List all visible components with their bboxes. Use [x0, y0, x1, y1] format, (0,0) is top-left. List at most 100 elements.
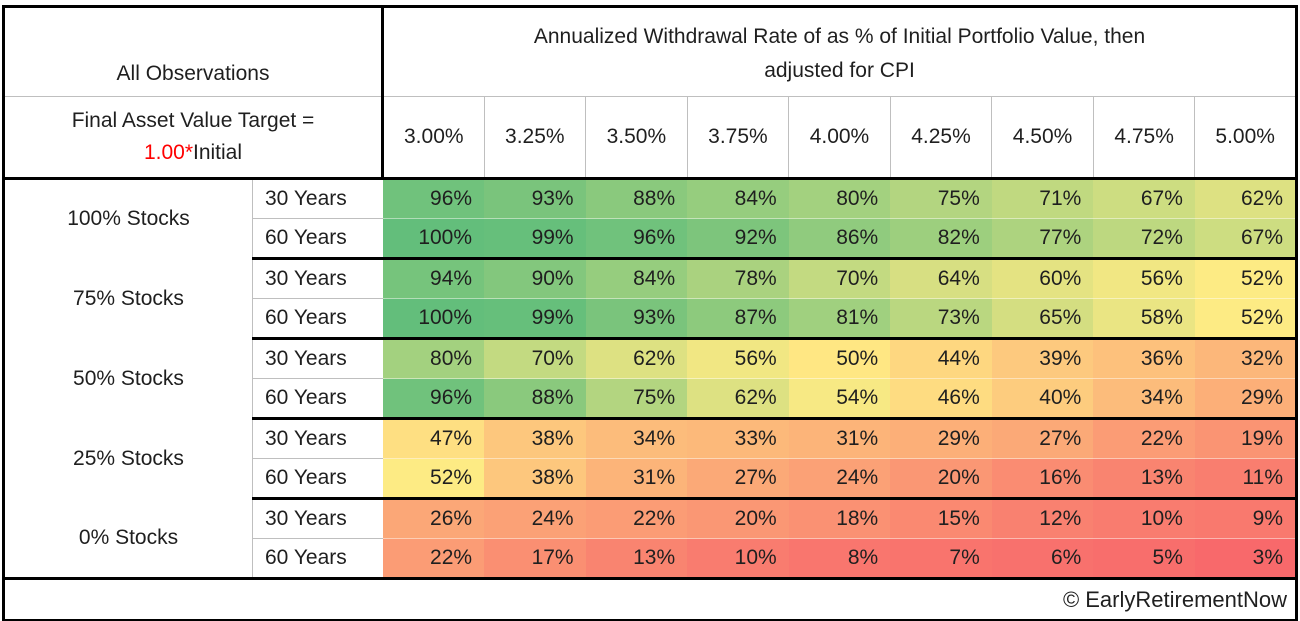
target-multiplier: 1.00* — [143, 141, 193, 164]
success-rate-cell: 73% — [890, 298, 992, 340]
group-label: 100% Stocks — [3, 178, 253, 259]
success-rate-cell: 16% — [991, 458, 1094, 500]
table-row: 60 Years 100% 99% 93% 87% 81% 73% 65% 58% 52% — [4, 298, 1297, 340]
horizon-label: 30 Years — [252, 178, 383, 219]
success-rate-cell: 65% — [991, 298, 1094, 340]
success-rate-cell: 39% — [991, 338, 1094, 379]
horizon-label: 30 Years — [252, 258, 383, 299]
success-rate-cell: 84% — [585, 258, 688, 299]
success-rate-cell: 26% — [382, 498, 485, 539]
success-rate-cell: 18% — [788, 498, 891, 539]
horizon-label: 30 Years — [252, 498, 383, 539]
success-rate-cell: 67% — [1093, 178, 1195, 219]
success-rate-cell: 29% — [1194, 378, 1297, 420]
success-rate-cell: 84% — [687, 178, 789, 219]
success-rate-cell: 34% — [1093, 378, 1195, 420]
success-rate-cell: 88% — [585, 178, 688, 219]
success-rate-cell: 64% — [890, 258, 992, 299]
success-rate-cell: 82% — [890, 218, 992, 260]
success-rate-cell: 52% — [1194, 298, 1297, 340]
group-label: 50% Stocks — [3, 338, 253, 419]
success-rate-cell: 22% — [585, 498, 688, 539]
group-label: 75% Stocks — [3, 258, 253, 339]
success-rate-cell: 92% — [687, 218, 789, 260]
horizon-label: 60 Years — [252, 378, 383, 420]
footer-row: © EarlyRetirementNow — [3, 577, 1297, 621]
success-rate-cell: 71% — [991, 178, 1094, 219]
horizon-label: 60 Years — [252, 218, 383, 260]
success-rate-cell: 72% — [1093, 218, 1195, 260]
success-rate-cell: 86% — [788, 218, 891, 260]
success-rate-cell: 15% — [890, 498, 992, 539]
success-rate-cell: 99% — [484, 298, 586, 340]
success-rate-cell: 50% — [788, 338, 891, 379]
rate-column-header: 3.00% — [381, 96, 485, 179]
table-header: All Observations Annualized Withdrawal R… — [3, 6, 1297, 179]
final-target-value: 1.00*Initial — [6, 137, 380, 169]
success-rate-cell: 32% — [1194, 338, 1297, 379]
copyright-credit: © EarlyRetirementNow — [3, 577, 1297, 621]
success-rate-cell: 36% — [1093, 338, 1195, 379]
rate-column-header: 5.00% — [1194, 96, 1297, 179]
success-rate-cell: 93% — [484, 178, 586, 219]
success-rate-cell: 22% — [382, 538, 485, 580]
success-rate-cell: 78% — [687, 258, 789, 299]
success-rate-cell: 56% — [687, 338, 789, 379]
success-rate-cell: 27% — [687, 458, 789, 500]
success-rate-cell: 58% — [1093, 298, 1195, 340]
success-rate-cell: 67% — [1194, 218, 1297, 260]
success-rate-cell: 70% — [484, 338, 586, 379]
success-rate-cell: 75% — [585, 378, 688, 420]
success-rate-cell: 70% — [788, 258, 891, 299]
rate-column-header: 3.50% — [585, 96, 688, 179]
success-rate-cell: 12% — [991, 498, 1094, 539]
success-rate-cell: 17% — [484, 538, 586, 580]
rate-column-header: 3.75% — [686, 96, 789, 179]
success-rate-cell: 96% — [382, 178, 485, 219]
final-target-label: Final Asset Value Target = — [71, 109, 315, 132]
horizon-label: 30 Years — [252, 418, 383, 459]
table-row: 0% Stocks 30 Years 26% 24% 22% 20% 18% 15% 12% 10… — [3, 498, 1297, 579]
success-rate-cell: 62% — [687, 378, 789, 420]
horizon-label: 60 Years — [252, 298, 383, 340]
header-row-1: All Observations Annualized Withdrawal R… — [3, 6, 1297, 97]
table-footer: © EarlyRetirementNow — [3, 577, 1297, 621]
success-rate-cell: 80% — [788, 178, 891, 219]
table-row: 60 Years 100% 99% 96% 92% 86% 82% 77% 72% 67% — [4, 218, 1297, 260]
success-rate-cell: 87% — [687, 298, 789, 340]
success-rate-cell: 29% — [890, 418, 992, 459]
success-rate-cell: 38% — [484, 418, 586, 459]
rate-column-header: 4.75% — [1092, 96, 1195, 179]
success-rate-cell: 54% — [788, 378, 891, 420]
success-rate-cell: 100% — [382, 298, 485, 340]
success-rate-cell: 96% — [585, 218, 688, 260]
group-label: 0% Stocks — [3, 498, 253, 579]
table-row: 60 Years 22% 17% 13% 10% 8% 7% 6% 5% 3% — [4, 538, 1297, 580]
success-rate-cell: 19% — [1194, 418, 1297, 459]
final-target-cell: Final Asset Value Target = 1.00*Initial — [3, 96, 383, 179]
table-row: 25% Stocks 30 Years 47% 38% 34% 33% 31% 29% 27% 2… — [3, 418, 1297, 499]
success-rate-cell: 38% — [484, 458, 586, 500]
success-rate-cell: 60% — [991, 258, 1094, 299]
success-rate-cell: 9% — [1194, 498, 1297, 539]
success-rate-cell: 47% — [382, 418, 485, 459]
success-rate-cell: 13% — [1093, 458, 1195, 500]
table-row: 100% Stocks 30 Years 96% 93% 88% 84% 80% 75% 71%… — [3, 178, 1297, 259]
success-rate-cell: 5% — [1093, 538, 1195, 580]
success-rate-cell: 20% — [890, 458, 992, 500]
success-rate-cell: 81% — [788, 298, 891, 340]
rate-column-header: 4.00% — [788, 96, 891, 179]
rate-column-header: 4.50% — [991, 96, 1094, 179]
success-rate-cell: 8% — [788, 538, 891, 580]
table-row: 50% Stocks 30 Years 80% 70% 62% 56% 50% 44% 39% 3… — [3, 338, 1297, 419]
success-rate-cell: 24% — [484, 498, 586, 539]
success-rate-cell: 27% — [991, 418, 1094, 459]
success-rate-cell: 31% — [788, 418, 891, 459]
success-rate-cell: 24% — [788, 458, 891, 500]
table-body: 100% Stocks 30 Years 96% 93% 88% 84% 80% 75% 71%… — [3, 178, 1297, 580]
success-rate-cell: 96% — [382, 378, 485, 420]
success-rate-cell: 100% — [382, 218, 485, 260]
horizon-label: 60 Years — [252, 538, 383, 580]
success-rate-cell: 88% — [484, 378, 586, 420]
success-rate-cell: 7% — [890, 538, 992, 580]
